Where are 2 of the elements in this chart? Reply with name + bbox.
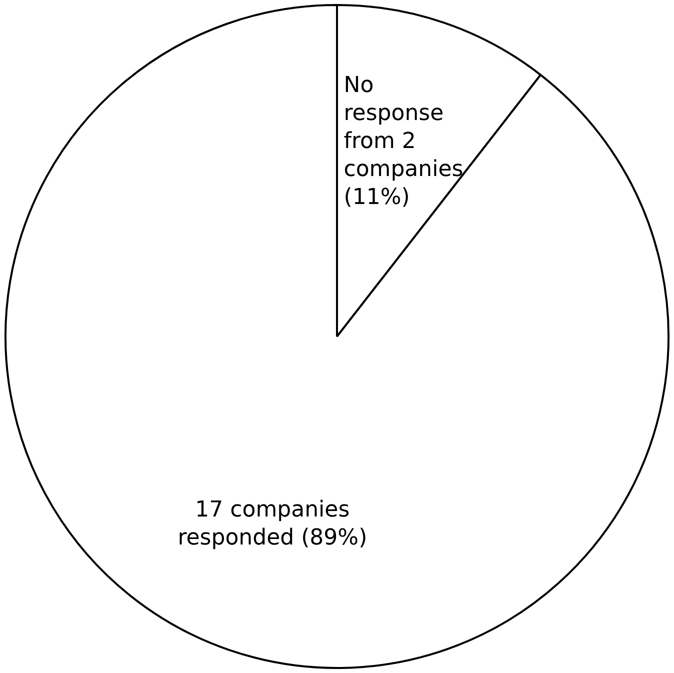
slice-label: No response from 2 companies (11%) (344, 72, 464, 210)
slice-label: 17 companies responded (89%) (178, 497, 368, 550)
